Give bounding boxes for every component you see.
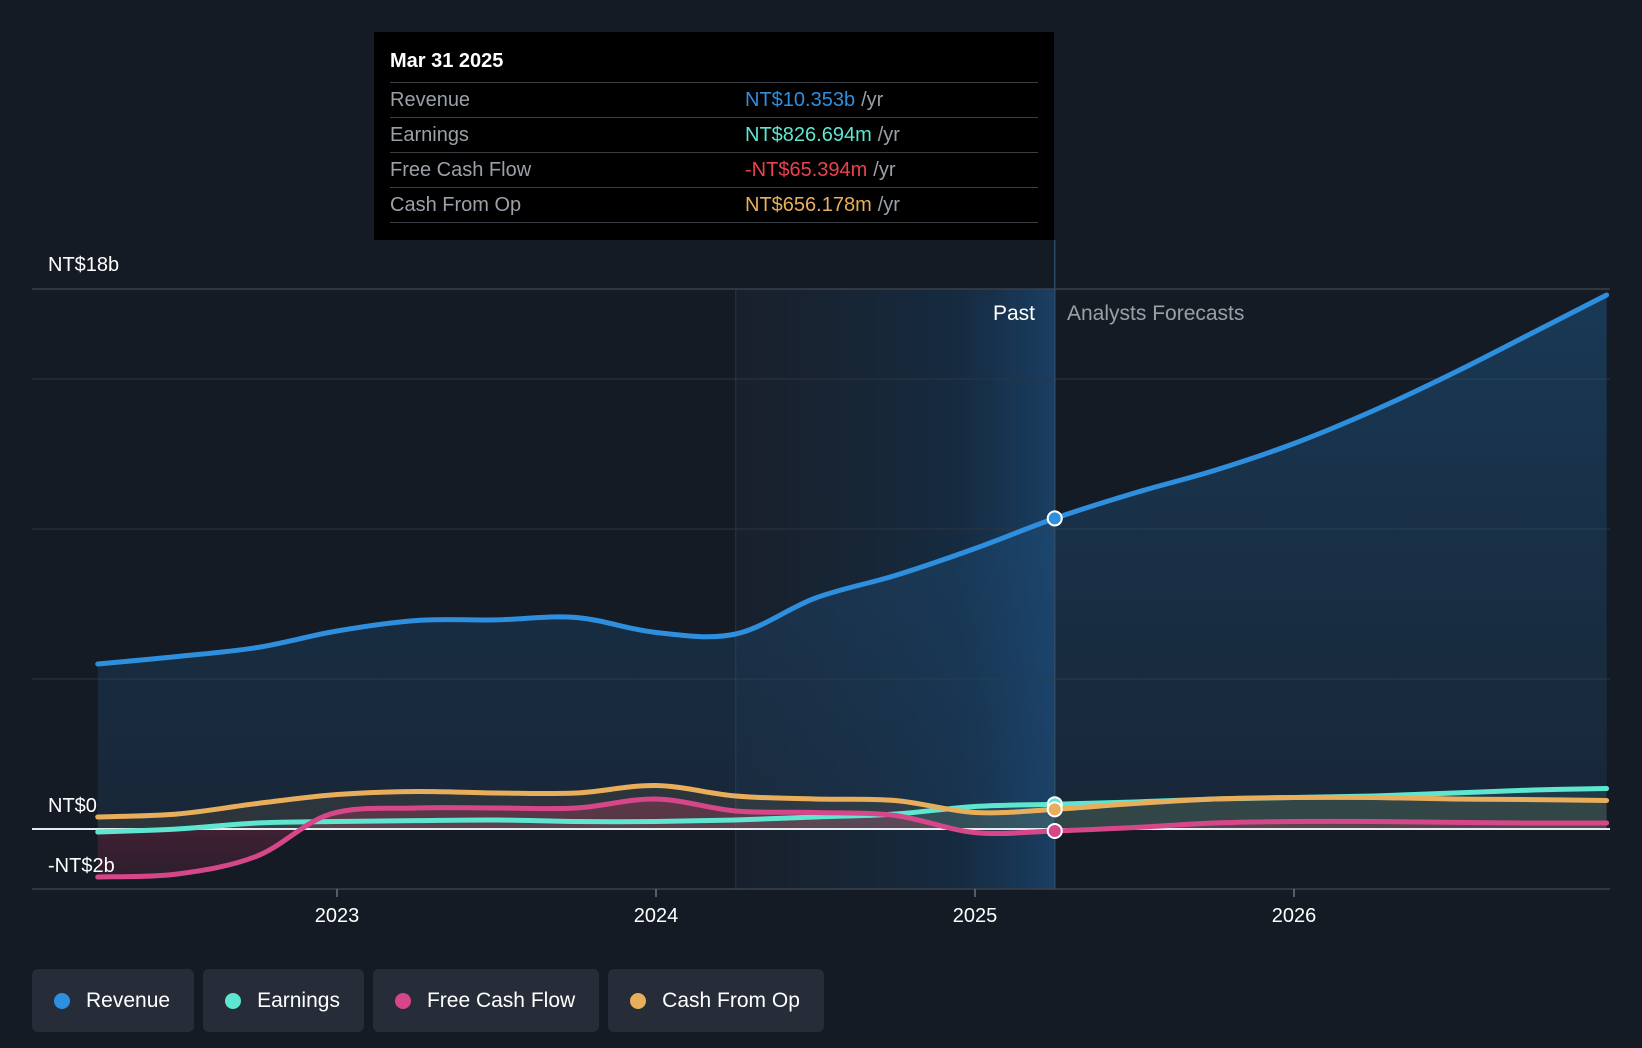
legend-item-revenue[interactable]: Revenue: [32, 969, 195, 1032]
legend-label: Earnings: [257, 988, 340, 1012]
free-cash-flow-line: [95, 796, 1610, 880]
legend: Revenue Earnings Free Cash Flow Cash Fro…: [32, 969, 824, 1032]
y-label-top: NT$18b: [48, 254, 119, 276]
tooltip-unit: /yr: [877, 123, 900, 146]
cash-from-op-dot-icon: [630, 992, 647, 1009]
cash-from-op-highlight-point: [1046, 801, 1063, 818]
x-tick-label: 2026: [1272, 905, 1317, 927]
x-tick-label: 2025: [953, 905, 998, 927]
tooltip-value: NT$656.178m: [745, 193, 872, 216]
tooltip-value: -NT$65.394m: [745, 158, 868, 181]
legend-label: Free Cash Flow: [426, 988, 576, 1012]
revenue-area: [97, 295, 1607, 829]
y-label-zero: NT$0: [48, 795, 97, 817]
legend-label: Cash From Op: [662, 988, 800, 1012]
x-tick-label: 2024: [634, 905, 679, 927]
x-axis-ticks: 2023 2024 2025 2026: [315, 889, 1317, 927]
legend-label: Revenue: [86, 988, 171, 1012]
series-lines: [95, 292, 1610, 880]
tooltip-row-free-cash-flow: Free Cash Flow -NT$65.394m /yr: [390, 152, 1038, 187]
revenue-dot-icon: [54, 992, 70, 1009]
legend-item-free-cash-flow[interactable]: Free Cash Flow: [372, 969, 600, 1032]
highlight-dots: [1046, 510, 1063, 839]
tooltip-unit: /yr: [873, 158, 896, 181]
tooltip-value: NT$10.353b: [745, 88, 856, 111]
past-label: Past: [993, 302, 1035, 325]
tooltip-label: Revenue: [390, 88, 471, 111]
tooltip-label: Earnings: [390, 123, 469, 146]
tooltip-date: Mar 31 2025: [390, 50, 504, 72]
free-cash-flow-dot-icon: [394, 992, 411, 1009]
y-label-bottom: -NT$2b: [48, 855, 115, 877]
tooltip-label: Free Cash Flow: [390, 158, 532, 181]
tooltip-label: Cash From Op: [390, 193, 522, 216]
forecast-label: Analysts Forecasts: [1067, 302, 1244, 325]
tooltip-value: NT$826.694m: [745, 123, 872, 146]
revenue-line: [95, 292, 1610, 667]
revenue-highlight-point: [1046, 510, 1063, 527]
data-tooltip: Mar 31 2025 Revenue NT$10.353b /yr Earni…: [374, 32, 1054, 240]
legend-item-earnings[interactable]: Earnings: [203, 969, 364, 1032]
tooltip-unit: /yr: [861, 88, 884, 111]
tooltip-row-earnings: Earnings NT$826.694m /yr: [390, 117, 1038, 152]
earnings-dot-icon: [225, 992, 242, 1009]
cash-from-op-line: [95, 782, 1610, 820]
tooltip-row-cash-from-op: Cash From Op NT$656.178m /yr: [390, 187, 1038, 223]
tooltip-row-revenue: Revenue NT$10.353b /yr: [390, 82, 1038, 117]
x-tick-label: 2023: [315, 905, 360, 927]
free-cash-flow-highlight-point: [1046, 822, 1063, 839]
legend-item-cash-from-op[interactable]: Cash From Op: [608, 969, 824, 1032]
tooltip-unit: /yr: [877, 193, 900, 216]
